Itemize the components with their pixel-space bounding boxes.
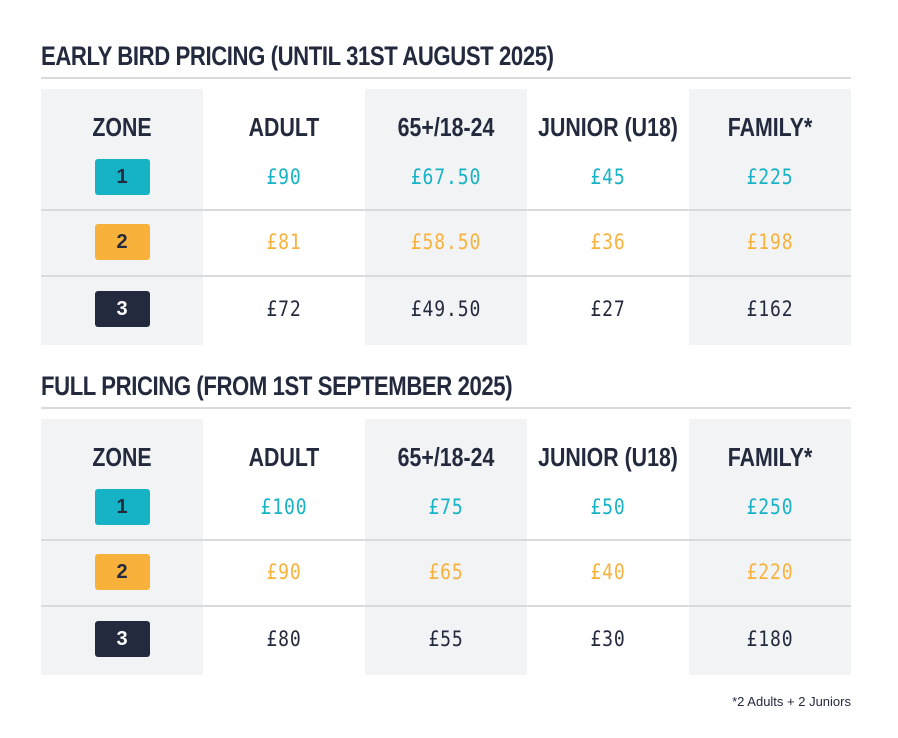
price-cell: £75 xyxy=(428,495,464,519)
zone-cell: 1 xyxy=(41,489,203,525)
footnote: *2 Adults + 2 Juniors xyxy=(732,694,851,709)
header-zone: ZONE xyxy=(92,111,152,142)
zone-badge-1: 1 xyxy=(94,489,150,525)
price-cell: £58.50 xyxy=(410,230,482,254)
row-divider xyxy=(41,275,851,277)
zone-cell: 3 xyxy=(41,621,203,657)
price-cell: £67.50 xyxy=(410,165,482,189)
price-cell: £180 xyxy=(746,627,794,651)
price-cell: £80 xyxy=(266,627,302,651)
zone-cell: 3 xyxy=(41,291,203,327)
price-cell: £72 xyxy=(266,297,302,321)
price-cell: £45 xyxy=(590,165,626,189)
price-cell: £49.50 xyxy=(410,297,482,321)
header-adult: ADULT xyxy=(248,111,320,142)
zone-badge-2: 2 xyxy=(94,554,150,590)
price-cell: £220 xyxy=(746,560,794,584)
pricing-table: ZONE ADULT 65+/18-24 JUNIOR (U18) FAMILY… xyxy=(41,419,851,675)
price-cell: £90 xyxy=(266,165,302,189)
concession-column-bg xyxy=(365,89,527,345)
full-pricing-section: FULL PRICING (FROM 1ST SEPTEMBER 2025) Z… xyxy=(41,368,851,675)
title-divider xyxy=(41,407,851,409)
row-divider xyxy=(41,209,851,211)
row-divider xyxy=(41,539,851,541)
price-cell: £40 xyxy=(590,560,626,584)
section-title: EARLY BIRD PRICING (UNTIL 31ST AUGUST 20… xyxy=(41,41,554,71)
price-cell: £55 xyxy=(428,627,464,651)
price-cell: £65 xyxy=(428,560,464,584)
price-cell: £50 xyxy=(590,495,626,519)
early-bird-section: EARLY BIRD PRICING (UNTIL 31ST AUGUST 20… xyxy=(41,38,851,345)
header-junior: JUNIOR (U18) xyxy=(538,441,678,472)
header-adult: ADULT xyxy=(248,441,320,472)
header-concession: 65+/18-24 xyxy=(397,111,495,142)
family-column-bg xyxy=(689,419,851,675)
family-column-bg xyxy=(689,89,851,345)
price-cell: £81 xyxy=(266,230,302,254)
header-family: FAMILY* xyxy=(727,111,813,142)
price-cell: £90 xyxy=(266,560,302,584)
row-divider xyxy=(41,605,851,607)
zone-cell: 2 xyxy=(41,224,203,260)
header-family: FAMILY* xyxy=(727,441,813,472)
pricing-table: ZONE ADULT 65+/18-24 JUNIOR (U18) FAMILY… xyxy=(41,89,851,345)
header-zone: ZONE xyxy=(92,441,152,472)
header-concession: 65+/18-24 xyxy=(397,441,495,472)
concession-column-bg xyxy=(365,419,527,675)
zone-badge-2: 2 xyxy=(94,224,150,260)
zone-cell: 2 xyxy=(41,554,203,590)
zone-cell: 1 xyxy=(41,159,203,195)
section-title: FULL PRICING (FROM 1ST SEPTEMBER 2025) xyxy=(41,371,513,401)
price-cell: £198 xyxy=(746,230,794,254)
price-cell: £250 xyxy=(746,495,794,519)
price-cell: £225 xyxy=(746,165,794,189)
price-cell: £36 xyxy=(590,230,626,254)
zone-badge-1: 1 xyxy=(94,159,150,195)
price-cell: £30 xyxy=(590,627,626,651)
price-cell: £100 xyxy=(260,495,308,519)
zone-badge-3: 3 xyxy=(94,621,150,657)
title-divider xyxy=(41,77,851,79)
price-cell: £162 xyxy=(746,297,794,321)
price-cell: £27 xyxy=(590,297,626,321)
header-junior: JUNIOR (U18) xyxy=(538,111,678,142)
zone-badge-3: 3 xyxy=(94,291,150,327)
